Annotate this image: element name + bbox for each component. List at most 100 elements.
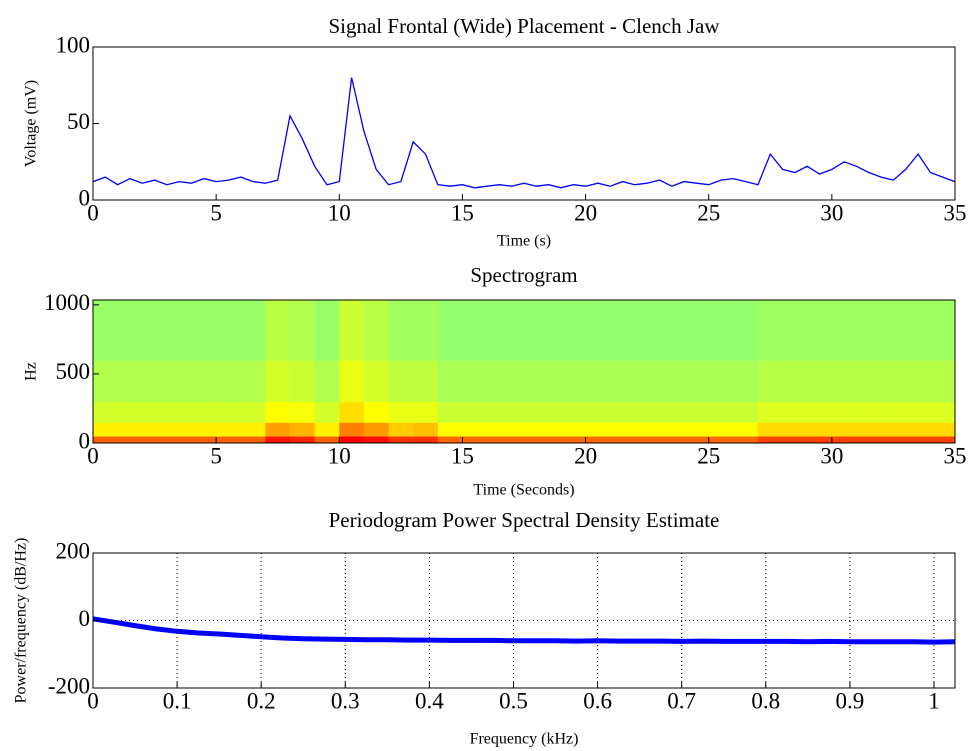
- heatmap-cell: [585, 360, 611, 403]
- heatmap-cell: [339, 436, 365, 444]
- heatmap-cell: [881, 422, 907, 437]
- y-tick-label: 0: [79, 428, 91, 453]
- heatmap-cell: [856, 422, 882, 437]
- heatmap-cell: [290, 401, 316, 423]
- heatmap-cell: [339, 422, 365, 437]
- heatmap-cell: [684, 436, 710, 444]
- y-tick-label: 1000: [44, 290, 90, 315]
- heatmap-cell: [166, 436, 193, 444]
- plot-frame: [92, 299, 956, 444]
- heatmap-cell: [166, 422, 193, 437]
- heatmap-cell: [930, 360, 956, 403]
- heatmap-cell: [831, 401, 857, 423]
- heatmap-cell: [437, 300, 463, 361]
- x-tick-label: 0.9: [836, 688, 865, 713]
- heatmap-cell: [511, 401, 537, 423]
- heatmap-cell: [93, 360, 119, 403]
- heatmap-cell: [930, 401, 956, 423]
- heatmap-cell: [93, 300, 119, 361]
- heatmap-cell: [462, 300, 488, 361]
- heatmap-cell: [240, 436, 266, 444]
- y-tick-label: 100: [56, 32, 91, 57]
- heatmap-cell: [881, 401, 907, 423]
- x-tick-label: 0.8: [751, 688, 780, 713]
- y-tick-label: 500: [56, 359, 91, 384]
- x-tick-label: 20: [574, 200, 597, 225]
- heatmap-cell: [659, 300, 685, 361]
- heatmap-cell: [930, 422, 956, 437]
- heatmap-cell: [881, 360, 907, 403]
- heatmap-cell: [166, 300, 193, 361]
- y-axis-label: Hz: [23, 362, 40, 381]
- heatmap-cell: [708, 436, 734, 444]
- heatmap-cell: [462, 422, 488, 437]
- chart-title: Spectrogram: [470, 263, 577, 287]
- plot-frame: [92, 552, 956, 689]
- heatmap-cell: [905, 436, 931, 444]
- heatmap-cell: [216, 300, 242, 361]
- heatmap-cell: [437, 436, 463, 444]
- heatmap-cell: [585, 436, 611, 444]
- y-tick-label: 0: [79, 185, 91, 210]
- heatmap-cell: [930, 436, 956, 444]
- heatmap-cell: [905, 300, 931, 361]
- heatmap-cell: [757, 436, 784, 444]
- heatmap-cell: [831, 422, 857, 437]
- heatmap-cell: [807, 422, 833, 437]
- x-tick-label: 0: [87, 688, 99, 713]
- heatmap-cell: [585, 300, 611, 361]
- heatmap-cell: [117, 360, 143, 403]
- x-axis-label: Frequency (kHz): [470, 731, 579, 748]
- heatmap-cell: [117, 401, 143, 423]
- y-tick-label: 200: [56, 538, 91, 563]
- heatmap-cell: [536, 436, 562, 444]
- heatmap-cell: [610, 360, 636, 403]
- x-tick-label: 30: [820, 443, 843, 468]
- heatmap-cell: [388, 422, 414, 437]
- x-tick-label: 35: [944, 443, 967, 468]
- heatmap-cell: [930, 300, 956, 361]
- heatmap-cell: [413, 422, 439, 437]
- heatmap-cell: [388, 360, 414, 403]
- heatmap-cell: [240, 422, 266, 437]
- heatmap-cell: [560, 360, 587, 403]
- x-tick-label: 0: [87, 443, 99, 468]
- heatmap-cell: [117, 300, 143, 361]
- heatmap-cell: [339, 300, 365, 361]
- heatmap-cell: [585, 401, 611, 423]
- heatmap-cell: [216, 401, 242, 423]
- heatmap-cell: [290, 436, 316, 444]
- heatmap-cell: [733, 360, 759, 403]
- heatmap-cell: [216, 360, 242, 403]
- heatmap-cell: [314, 436, 340, 444]
- heatmap-cell: [363, 401, 390, 423]
- x-tick-label: 10: [328, 200, 351, 225]
- heatmap-cell: [511, 360, 537, 403]
- y-axis-label: Power/frequency (dB/Hz): [13, 538, 30, 704]
- heatmap-cell: [437, 401, 463, 423]
- heatmap-cell: [290, 300, 316, 361]
- heatmap-cell: [659, 422, 685, 437]
- x-tick-label: 5: [210, 443, 222, 468]
- heatmap-cell: [142, 436, 168, 444]
- heatmap-cell: [191, 300, 217, 361]
- heatmap-cell: [659, 401, 685, 423]
- heatmap-cell: [733, 422, 759, 437]
- heatmap-cell: [757, 401, 784, 423]
- heatmap-cell: [511, 300, 537, 361]
- heatmap-cell: [708, 360, 734, 403]
- heatmap-cell: [610, 436, 636, 444]
- heatmap-cell: [363, 360, 390, 403]
- heatmap-cell: [487, 422, 513, 437]
- heatmap-cell: [757, 300, 784, 361]
- x-tick-label: 0.7: [667, 688, 696, 713]
- heatmap-cell: [142, 360, 168, 403]
- heatmap-cell: [363, 300, 390, 361]
- heatmap-cell: [191, 360, 217, 403]
- heatmap-cell: [216, 436, 242, 444]
- heatmap-cell: [684, 300, 710, 361]
- heatmap-cell: [388, 401, 414, 423]
- x-tick-label: 10: [328, 443, 351, 468]
- heatmap-cell: [511, 436, 537, 444]
- heatmap-cell: [314, 401, 340, 423]
